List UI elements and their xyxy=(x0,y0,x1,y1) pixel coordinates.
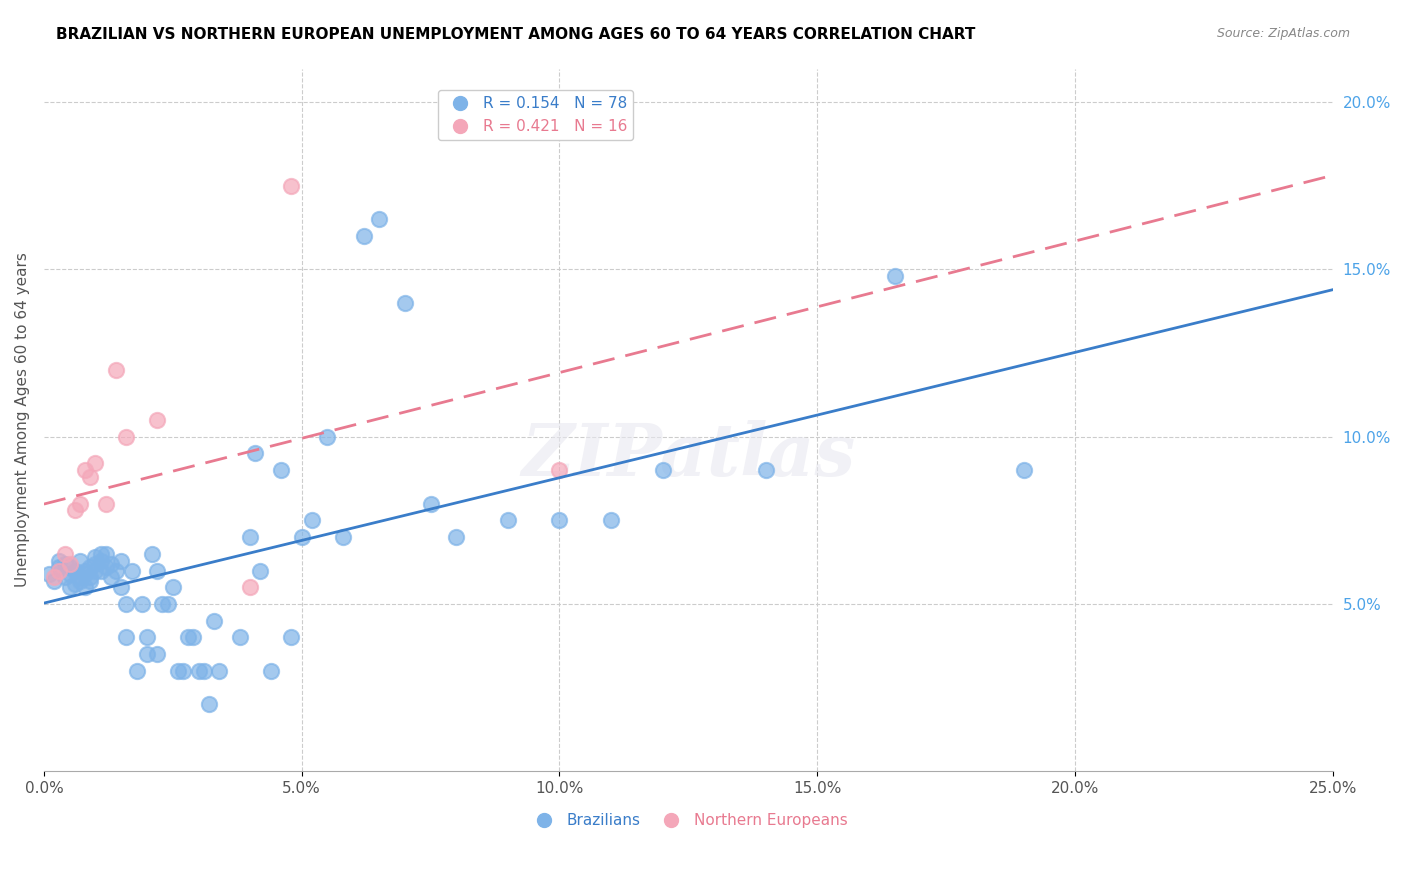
Point xyxy=(280,631,302,645)
Point xyxy=(115,597,138,611)
Point xyxy=(59,566,82,581)
Point xyxy=(44,570,66,584)
Point xyxy=(353,228,375,243)
Point xyxy=(115,430,138,444)
Point xyxy=(280,178,302,193)
Point xyxy=(94,547,117,561)
Point xyxy=(115,631,138,645)
Point xyxy=(187,664,209,678)
Point xyxy=(208,664,231,678)
Point xyxy=(69,574,91,588)
Point xyxy=(90,553,112,567)
Point xyxy=(110,553,132,567)
Point xyxy=(548,513,571,527)
Point xyxy=(59,557,82,571)
Point xyxy=(496,513,519,527)
Point xyxy=(177,631,200,645)
Point xyxy=(69,570,91,584)
Text: Source: ZipAtlas.com: Source: ZipAtlas.com xyxy=(1216,27,1350,40)
Point xyxy=(38,566,60,581)
Point xyxy=(600,513,623,527)
Point xyxy=(167,664,190,678)
Point xyxy=(105,363,128,377)
Point xyxy=(136,647,159,661)
Point xyxy=(548,463,571,477)
Point xyxy=(69,497,91,511)
Point xyxy=(183,631,205,645)
Point xyxy=(368,212,391,227)
Point xyxy=(53,547,76,561)
Point xyxy=(63,503,86,517)
Point xyxy=(105,564,128,578)
Point xyxy=(90,564,112,578)
Point xyxy=(141,547,163,561)
Point xyxy=(229,631,252,645)
Point xyxy=(1012,463,1035,477)
Point xyxy=(63,577,86,591)
Point xyxy=(193,664,215,678)
Point xyxy=(131,597,153,611)
Point xyxy=(270,463,292,477)
Point xyxy=(110,580,132,594)
Point xyxy=(84,550,107,565)
Point xyxy=(75,564,97,578)
Point xyxy=(48,560,70,574)
Point xyxy=(883,268,905,283)
Point xyxy=(239,530,262,544)
Point xyxy=(301,513,323,527)
Point xyxy=(245,446,267,460)
Point xyxy=(48,553,70,567)
Point xyxy=(755,463,778,477)
Point xyxy=(59,560,82,574)
Point xyxy=(84,564,107,578)
Point xyxy=(156,597,179,611)
Point xyxy=(419,497,441,511)
Point xyxy=(44,574,66,588)
Point xyxy=(121,564,143,578)
Point xyxy=(75,580,97,594)
Point xyxy=(63,564,86,578)
Point xyxy=(94,560,117,574)
Point xyxy=(100,557,122,571)
Point xyxy=(90,547,112,561)
Point xyxy=(146,647,169,661)
Point xyxy=(75,463,97,477)
Point xyxy=(146,564,169,578)
Point xyxy=(249,564,271,578)
Point xyxy=(84,457,107,471)
Point xyxy=(69,553,91,567)
Point xyxy=(446,530,468,544)
Legend: Brazilians, Northern Europeans: Brazilians, Northern Europeans xyxy=(523,806,855,834)
Point xyxy=(79,470,101,484)
Point xyxy=(291,530,314,544)
Point xyxy=(79,574,101,588)
Point xyxy=(84,557,107,571)
Point xyxy=(332,530,354,544)
Point xyxy=(75,566,97,581)
Point xyxy=(394,295,416,310)
Point xyxy=(198,698,221,712)
Point xyxy=(172,664,194,678)
Y-axis label: Unemployment Among Ages 60 to 64 years: Unemployment Among Ages 60 to 64 years xyxy=(15,252,30,587)
Point xyxy=(53,570,76,584)
Point xyxy=(152,597,174,611)
Text: ZIPatlas: ZIPatlas xyxy=(522,419,855,491)
Point xyxy=(239,580,262,594)
Point xyxy=(202,614,225,628)
Point xyxy=(79,560,101,574)
Point xyxy=(162,580,184,594)
Point xyxy=(100,570,122,584)
Point xyxy=(651,463,673,477)
Point xyxy=(316,430,339,444)
Point xyxy=(53,557,76,571)
Point xyxy=(94,497,117,511)
Text: BRAZILIAN VS NORTHERN EUROPEAN UNEMPLOYMENT AMONG AGES 60 TO 64 YEARS CORRELATIO: BRAZILIAN VS NORTHERN EUROPEAN UNEMPLOYM… xyxy=(56,27,976,42)
Point xyxy=(136,631,159,645)
Point xyxy=(125,664,148,678)
Point xyxy=(260,664,283,678)
Point xyxy=(48,564,70,578)
Point xyxy=(79,570,101,584)
Point xyxy=(146,413,169,427)
Point xyxy=(59,580,82,594)
